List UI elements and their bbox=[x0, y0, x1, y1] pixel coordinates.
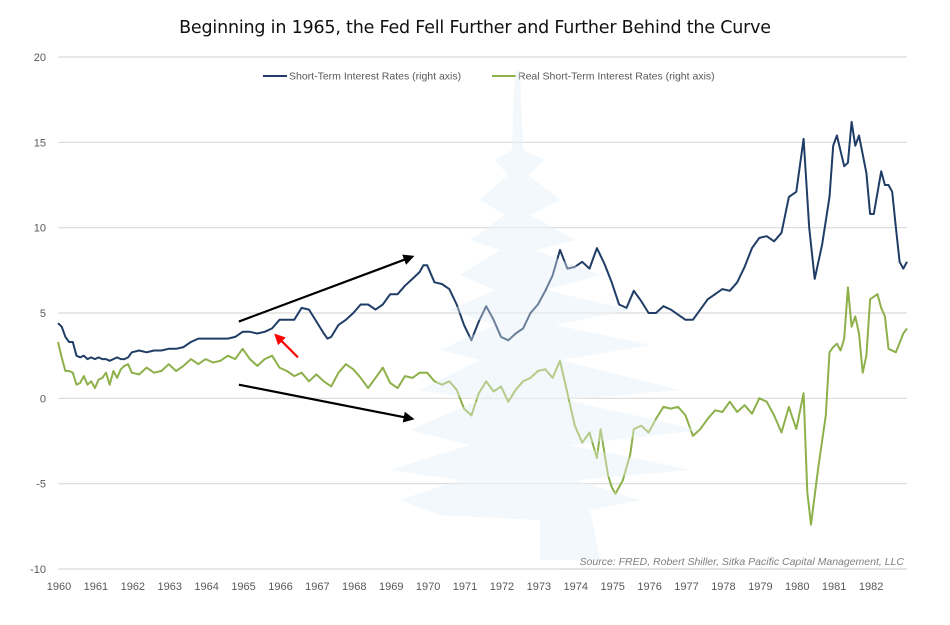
x-tick-label: 1961 bbox=[84, 581, 108, 593]
tree-watermark bbox=[390, 70, 700, 560]
tree-shape bbox=[390, 70, 700, 560]
x-axis: 1960 1961 1962 1963 1964 1965 1966 1967 1968 1969… bbox=[47, 581, 884, 593]
series-short-term-rates bbox=[57, 120, 908, 362]
y-tick-label: -5 bbox=[36, 479, 46, 491]
y-tick-label: -10 bbox=[30, 564, 46, 576]
x-tick-label: 1967 bbox=[305, 581, 329, 593]
x-tick-label: 1974 bbox=[564, 581, 588, 593]
x-tick-label: 1965 bbox=[231, 581, 255, 593]
source-note: Source: FRED, Robert Shiller, Sitka Paci… bbox=[580, 556, 905, 568]
red-arrow bbox=[274, 333, 299, 359]
y-tick-label: 20 bbox=[34, 52, 46, 64]
y-tick-label: 15 bbox=[34, 137, 46, 149]
x-tick-label: 1968 bbox=[342, 581, 366, 593]
series-lines bbox=[57, 70, 908, 560]
x-tick-label: 1978 bbox=[711, 581, 735, 593]
annotations bbox=[238, 254, 415, 423]
x-tick-label: 1969 bbox=[379, 581, 403, 593]
x-tick-label: 1973 bbox=[527, 581, 551, 593]
x-tick-label: 1962 bbox=[121, 581, 145, 593]
x-tick-label: 1979 bbox=[748, 581, 772, 593]
y-tick-label: 10 bbox=[34, 223, 46, 235]
x-tick-label: 1966 bbox=[268, 581, 292, 593]
y-tick-label: 5 bbox=[40, 308, 46, 320]
x-tick-label: 1971 bbox=[453, 581, 477, 593]
y-axis: 20 15 10 5 0 -5 -10 bbox=[30, 52, 46, 576]
x-tick-label: 1977 bbox=[674, 581, 698, 593]
series-real-short-term-rates bbox=[57, 286, 908, 526]
x-tick-label: 1975 bbox=[600, 581, 624, 593]
watermark-overlay bbox=[390, 70, 700, 560]
trend-arrow bbox=[238, 383, 415, 423]
x-tick-label: 1960 bbox=[47, 581, 71, 593]
legend: Short-Term Interest Rates (right axis) Re… bbox=[263, 71, 715, 83]
x-tick-label: 1970 bbox=[416, 581, 440, 593]
x-tick-label: 1980 bbox=[785, 581, 809, 593]
x-tick-label: 1963 bbox=[157, 581, 181, 593]
legend-label: Short-Term Interest Rates (right axis) bbox=[289, 71, 461, 83]
legend-label: Real Short-Term Interest Rates (right ax… bbox=[518, 71, 715, 83]
x-tick-label: 1964 bbox=[194, 581, 218, 593]
x-tick-label: 1972 bbox=[490, 581, 514, 593]
x-tick-label: 1982 bbox=[859, 581, 883, 593]
x-tick-label: 1981 bbox=[822, 581, 846, 593]
trend-arrow bbox=[238, 254, 415, 323]
y-tick-label: 0 bbox=[40, 393, 46, 405]
x-tick-label: 1976 bbox=[637, 581, 661, 593]
chart-title: Beginning in 1965, the Fed Fell Further … bbox=[179, 18, 771, 38]
